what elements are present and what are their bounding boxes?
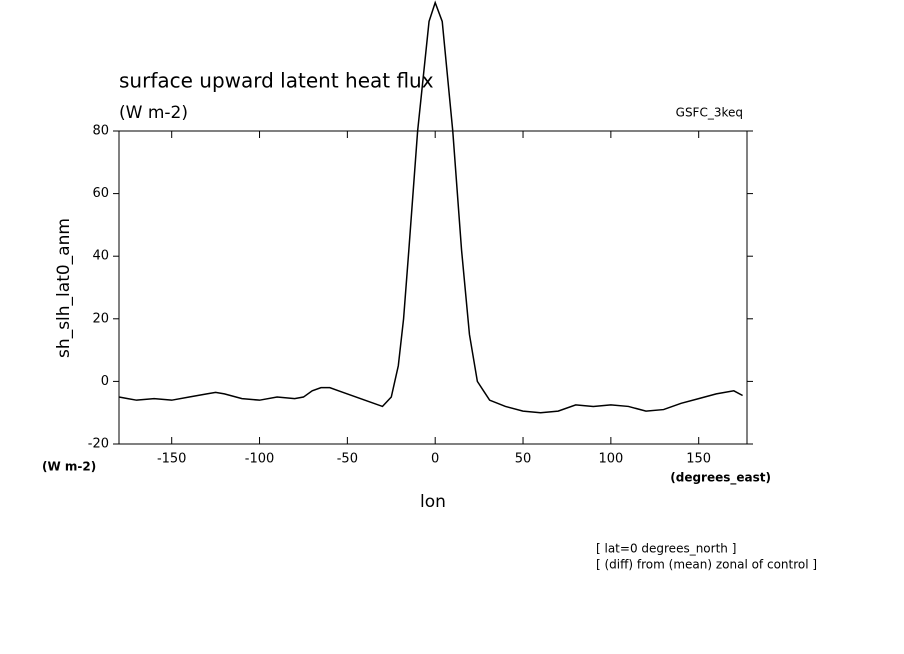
x-tick-label: 100 xyxy=(598,452,623,467)
x-tick-label: -100 xyxy=(245,452,275,467)
y-tick-label: 40 xyxy=(92,249,109,264)
y-axis-label: sh_slh_lat0_anm xyxy=(54,218,74,358)
dataset-label: GSFC_3keq xyxy=(676,106,743,120)
x-tick-label: 0 xyxy=(431,452,439,467)
y-tick-label: 0 xyxy=(101,374,109,389)
x-units: (degrees_east) xyxy=(670,471,771,486)
chart-subtitle: (W m-2) xyxy=(119,103,188,123)
data-line xyxy=(118,0,743,414)
chart-title: surface upward latent heat flux xyxy=(119,69,434,93)
y-tick-label: -20 xyxy=(88,437,109,452)
y-tick-label: 60 xyxy=(92,186,109,201)
annotation: [ lat=0 degrees_north ] xyxy=(596,542,736,556)
x-tick-label: 50 xyxy=(515,452,532,467)
annotation: [ (diff) from (mean) zonal of control ] xyxy=(596,558,817,572)
x-tick-label: -150 xyxy=(157,452,187,467)
x-tick-label: 150 xyxy=(686,452,711,467)
y-units: (W m-2) xyxy=(42,460,96,474)
y-tick-label: 20 xyxy=(92,311,109,326)
plot-frame xyxy=(118,130,748,445)
x-tick-label: -50 xyxy=(337,452,358,467)
y-tick-label: 80 xyxy=(92,124,109,139)
x-axis-label: lon xyxy=(420,492,446,512)
